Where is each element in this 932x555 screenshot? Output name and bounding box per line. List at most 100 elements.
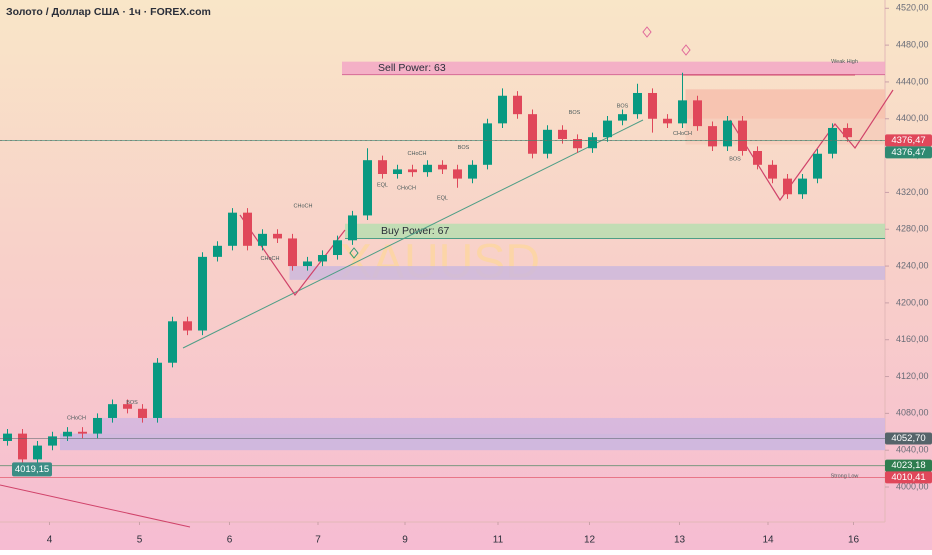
- zigzag: [729, 89, 894, 202]
- candle-body: [288, 238, 297, 267]
- candle-body: [363, 160, 372, 216]
- trendline: [182, 119, 644, 349]
- candle-body: [723, 120, 732, 147]
- x-tick-label: 9: [402, 535, 408, 546]
- structure-label: BOS: [126, 400, 138, 406]
- x-tick-label: 4: [47, 535, 53, 546]
- x-tick-label: 11: [493, 535, 504, 546]
- candle-body: [408, 169, 417, 173]
- structure-label: CHoCH: [673, 131, 692, 137]
- candle-body: [738, 120, 747, 151]
- candle-body: [708, 126, 717, 147]
- structure-label: BOS: [617, 103, 629, 109]
- candle-body: [813, 153, 822, 179]
- signal-marker: [642, 26, 691, 56]
- watermark: XAUUSD: [340, 236, 540, 289]
- candle-body: [588, 137, 597, 149]
- candle-body: [198, 256, 207, 331]
- zone: [345, 223, 885, 239]
- price-label: 4376,47: [891, 147, 925, 158]
- structure-label: EQL: [377, 183, 388, 189]
- candle-body: [648, 92, 657, 119]
- candle-body: [453, 169, 462, 179]
- price-badge: [885, 471, 932, 484]
- candle-body: [393, 169, 402, 174]
- y-tick-label: 4000,00: [896, 481, 929, 491]
- x-tick-label: 13: [674, 535, 686, 546]
- price-badge: [885, 146, 932, 159]
- left-price-label: 4019,15: [15, 464, 49, 475]
- candle-body: [528, 114, 537, 154]
- x-tick-label: 6: [227, 535, 233, 546]
- candle-body: [153, 362, 162, 418]
- zone: [94, 417, 885, 434]
- candle-body: [168, 321, 177, 363]
- candle-body: [438, 164, 447, 170]
- y-tick-label: 4520,00: [896, 3, 929, 13]
- candle-body: [138, 408, 147, 418]
- candle-body: [108, 404, 117, 418]
- candle-body: [828, 127, 837, 154]
- candle-body: [258, 233, 267, 246]
- candle-body: [543, 129, 552, 154]
- candle-body: [333, 240, 342, 256]
- y-tick-label: 4040,00: [896, 445, 929, 455]
- candle-body: [243, 212, 252, 246]
- y-tick-label: 4480,00: [896, 39, 929, 49]
- candle-body: [378, 160, 387, 174]
- structure-label: Strong Low: [831, 473, 859, 479]
- price-badge: [885, 432, 932, 445]
- structure-label: EQL: [437, 195, 448, 201]
- price-badge: [885, 134, 932, 147]
- x-tick-label: 12: [584, 535, 596, 546]
- candle-body: [603, 120, 612, 138]
- y-tick-label: 4160,00: [896, 334, 929, 344]
- zone: [60, 433, 885, 451]
- candle-body: [573, 139, 582, 149]
- candle-body: [318, 255, 327, 262]
- x-tick-label: 14: [762, 535, 774, 546]
- candle-body: [483, 123, 492, 165]
- y-tick-label: 4080,00: [896, 408, 929, 418]
- candle-body: [633, 92, 642, 115]
- candle-body: [678, 100, 687, 124]
- candle-body: [213, 245, 222, 257]
- candle-body: [123, 404, 132, 409]
- y-tick-label: 4240,00: [896, 260, 929, 270]
- y-tick-label: 4200,00: [896, 297, 929, 307]
- signal-marker: [349, 247, 359, 259]
- zone-label: Sell Power: 63: [378, 62, 446, 74]
- zone: [685, 89, 885, 119]
- candles: [3, 72, 852, 464]
- candle-body: [753, 150, 762, 165]
- zone: [342, 61, 885, 75]
- candle-body: [48, 436, 57, 446]
- chart-title: Золото / Доллар США · 1ч · FOREX.com: [6, 6, 211, 18]
- candle-body: [618, 114, 627, 121]
- structure-label: CHoCH: [397, 185, 416, 191]
- price-label: 4023,18: [891, 460, 925, 471]
- candle-body: [3, 433, 12, 441]
- candle-body: [498, 95, 507, 124]
- y-tick-label: 4320,00: [896, 187, 929, 197]
- left-price-badge: [12, 462, 52, 477]
- candle-body: [558, 129, 567, 140]
- candle-body: [273, 233, 282, 239]
- price-label: 4010,41: [891, 472, 925, 483]
- structure-label: CHoCH: [294, 204, 313, 210]
- candle-body: [93, 417, 102, 434]
- candle-body: [768, 164, 777, 179]
- zone: [289, 266, 885, 280]
- candle-body: [663, 118, 672, 124]
- candle-body: [303, 261, 312, 267]
- candle-body: [78, 431, 87, 434]
- candle-body: [513, 95, 522, 115]
- x-tick-label: 5: [137, 535, 143, 546]
- candle-body: [843, 127, 852, 138]
- y-tick-label: 4440,00: [896, 76, 929, 86]
- y-tick-label: 4280,00: [896, 224, 929, 234]
- candle-body: [783, 178, 792, 195]
